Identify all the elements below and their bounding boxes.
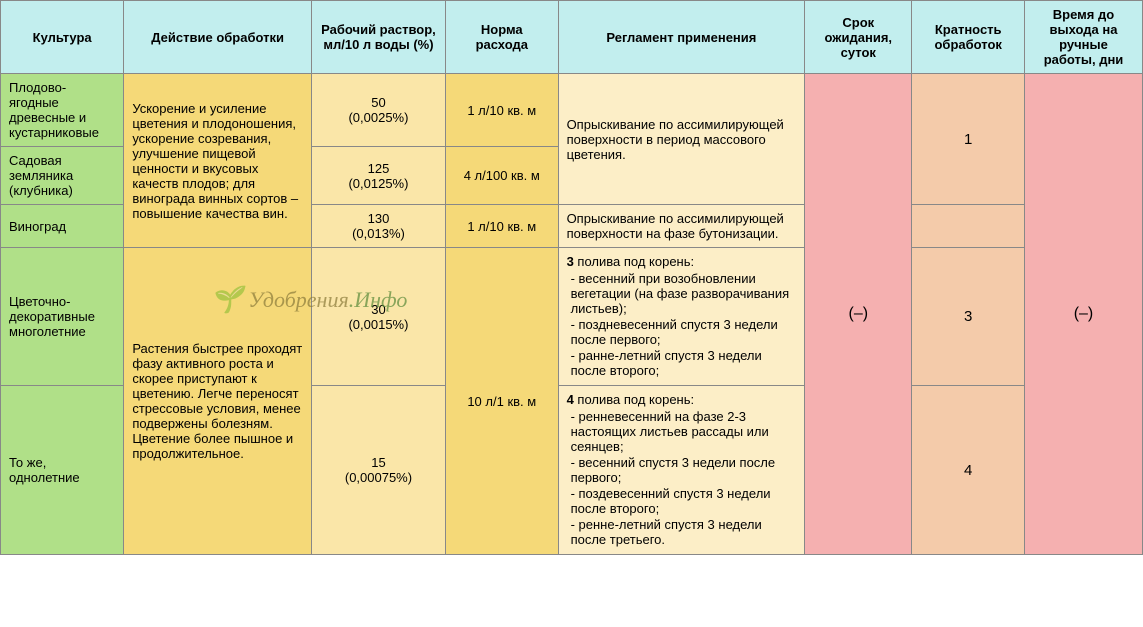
- solution-s5-main: 15: [371, 455, 385, 470]
- regime-g3-head: 3: [567, 254, 574, 269]
- solution-s3-main: 130: [368, 211, 390, 226]
- days-cell: (–): [1024, 74, 1142, 555]
- rate-r45: 10 л/1 кв. м: [445, 248, 558, 555]
- solution-s4: 30 (0,0015%): [311, 248, 445, 386]
- solution-s5-pct: (0,00075%): [345, 470, 412, 485]
- freq-f4: 3: [912, 248, 1025, 386]
- action-a1: Ускорение и усиление цветения и плодонош…: [124, 74, 312, 248]
- header-solution: Рабочий раствор, мл/10 л воды (%): [311, 1, 445, 74]
- action-a2: Растения быстрее проходят фазу активного…: [124, 248, 312, 555]
- header-freq: Кратность обработок: [912, 1, 1025, 74]
- culture-r4: Цветочно-декоративные многолетние: [1, 248, 124, 386]
- regime-item: весенний при возобновлении вегетации (на…: [571, 271, 797, 316]
- solution-s2-main: 125: [368, 161, 390, 176]
- header-regime: Регламент применения: [558, 1, 805, 74]
- solution-s2: 125 (0,0125%): [311, 147, 445, 205]
- culture-r5: То же, однолетние: [1, 386, 124, 555]
- solution-s3-pct: (0,013%): [352, 226, 405, 241]
- regime-item: ренневесенний на фазе 2-3 настоящих лист…: [571, 409, 797, 454]
- culture-r2: Садовая земляника (клубника): [1, 147, 124, 205]
- regime-g3: 3 полива под корень: весенний при возобн…: [558, 248, 805, 386]
- solution-s1-main: 50: [371, 95, 385, 110]
- regime-g3-tail: полива под корень:: [574, 254, 694, 269]
- regime-item: поздевесенний спустя 3 недели после втор…: [571, 486, 797, 516]
- rate-r1: 1 л/10 кв. м: [445, 74, 558, 147]
- solution-s1: 50 (0,0025%): [311, 74, 445, 147]
- regime-item: ранне-летний спустя 3 недели после второ…: [571, 348, 797, 378]
- header-wait: Срок ожидания, суток: [805, 1, 912, 74]
- regime-g4-tail: полива под корень:: [574, 392, 694, 407]
- regime-item: ренне-летний спустя 3 недели после треть…: [571, 517, 797, 547]
- regime-g2: Опрыскивание по ассимилирующей поверхнос…: [558, 205, 805, 248]
- freq-f5: 4: [912, 386, 1025, 555]
- freq-f12: 1: [912, 74, 1025, 205]
- solution-s1-pct: (0,0025%): [348, 110, 408, 125]
- solution-s4-main: 30: [371, 302, 385, 317]
- regime-g1: Опрыскивание по ассимилирующей поверхнос…: [558, 74, 805, 205]
- solution-s2-pct: (0,0125%): [348, 176, 408, 191]
- header-culture: Культура: [1, 1, 124, 74]
- solution-s5: 15 (0,00075%): [311, 386, 445, 555]
- header-days: Время до выхода на ручные работы, дни: [1024, 1, 1142, 74]
- regime-g4: 4 полива под корень: ренневесенний на фа…: [558, 386, 805, 555]
- solution-s3: 130 (0,013%): [311, 205, 445, 248]
- rate-r3: 1 л/10 кв. м: [445, 205, 558, 248]
- regime-item: поздневесенний спустя 3 недели после пер…: [571, 317, 797, 347]
- header-rate: Норма расхода: [445, 1, 558, 74]
- freq-f3-empty: [912, 205, 1025, 248]
- solution-s4-pct: (0,0015%): [348, 317, 408, 332]
- regime-item: весенний спустя 3 недели после первого;: [571, 455, 797, 485]
- header-action: Действие обработки: [124, 1, 312, 74]
- culture-r1: Плодово-ягодные древесные и кустарниковы…: [1, 74, 124, 147]
- regime-g4-head: 4: [567, 392, 574, 407]
- culture-r3: Виноград: [1, 205, 124, 248]
- wait-cell: (–): [805, 74, 912, 555]
- rate-r2: 4 л/100 кв. м: [445, 147, 558, 205]
